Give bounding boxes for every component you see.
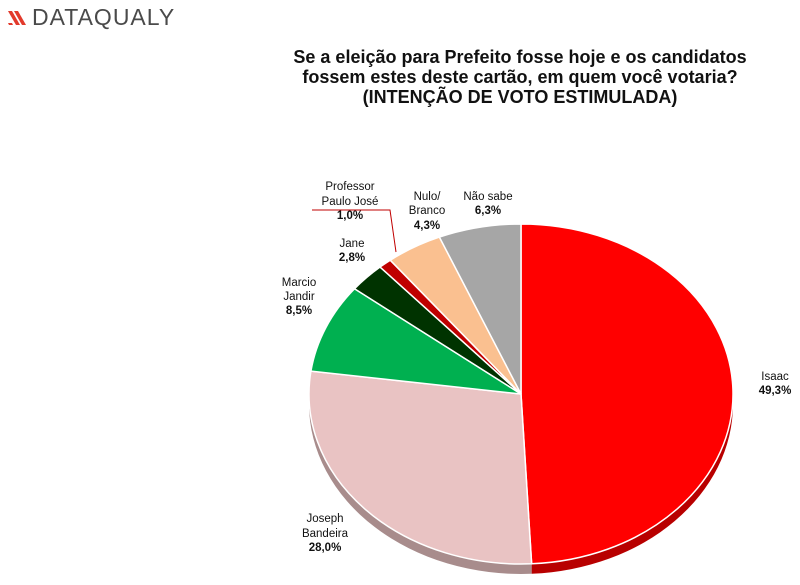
slice-label: Paulo José [322, 196, 379, 208]
slice-label: Jandir [283, 291, 314, 303]
slice-value-label: 28,0% [309, 542, 342, 554]
slice-label: Joseph [306, 513, 343, 525]
brand-logo: DATAQUALY [6, 4, 175, 31]
slice-value-label: 4,3% [414, 220, 440, 232]
slice-value-label: 49,3% [759, 385, 792, 397]
brand-name: DATAQUALY [32, 4, 176, 30]
logo-stripes-icon [8, 10, 26, 25]
chart-title: Se a eleição para Prefeito fosse hoje e … [250, 47, 790, 107]
slice-value-label: 8,5% [286, 305, 312, 317]
pie-slice [310, 287, 522, 395]
chart-title-line-1: Se a eleição para Prefeito fosse hoje e … [293, 47, 747, 67]
chart-title-line-3: (INTENÇÃO DE VOTO ESTIMULADA) [362, 87, 678, 107]
pie-slice [308, 370, 533, 565]
slice-label: Jane [340, 238, 365, 250]
slice-value-label: 6,3% [475, 205, 501, 217]
slice-value-label: 1,0% [337, 210, 363, 222]
slice-label: Não sabe [463, 191, 512, 203]
slice-label: Marcio [282, 277, 317, 289]
slice-label: Isaac [761, 371, 789, 383]
slice-value-label: 2,8% [339, 252, 365, 264]
slice-leader-line [312, 209, 397, 253]
slice-label: Nulo/ [414, 191, 442, 203]
slice-label: Branco [409, 205, 445, 217]
slice-label: Professor [325, 181, 374, 193]
pie-slice [520, 223, 734, 565]
pie-slice [438, 223, 522, 395]
slice-label: Bandeira [302, 528, 349, 540]
chart-title-line-2: fossem estes deste cartão, em quem você … [302, 67, 738, 87]
